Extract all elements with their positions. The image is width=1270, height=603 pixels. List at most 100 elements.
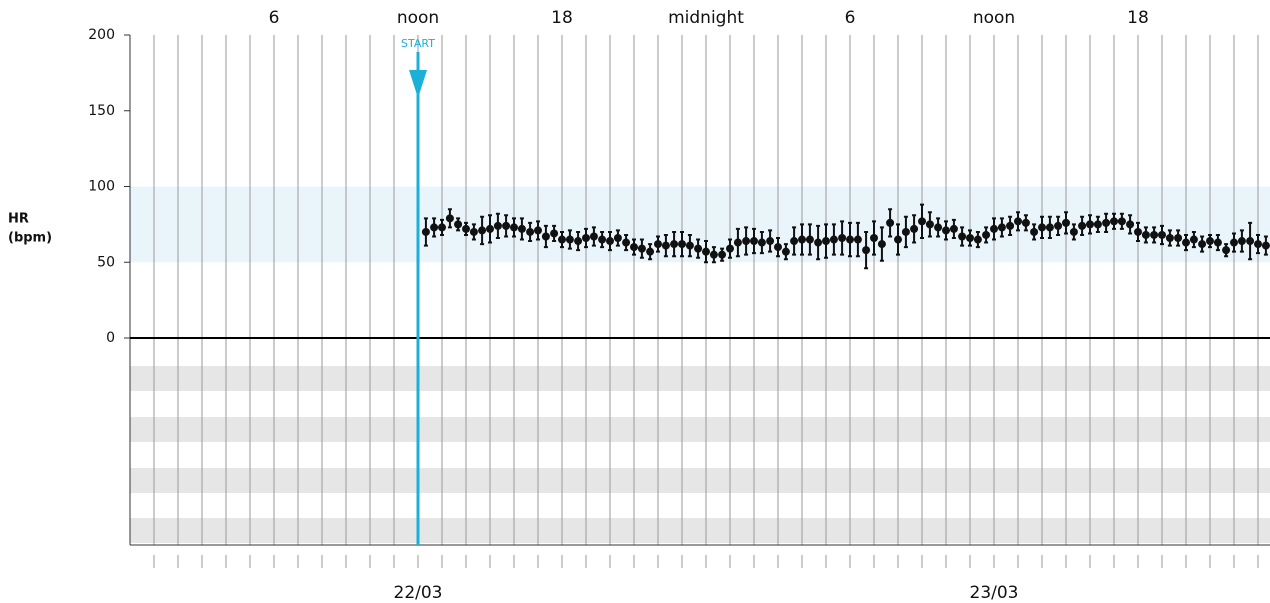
- data-point: [622, 238, 631, 247]
- data-point: [853, 235, 862, 244]
- data-point: [718, 250, 727, 259]
- data-point: [990, 224, 998, 233]
- data-point: [997, 223, 1006, 232]
- data-point: [790, 237, 799, 246]
- data-point: [486, 224, 494, 233]
- x-tick-label: 6: [269, 8, 280, 28]
- data-point: [958, 232, 967, 241]
- data-point: [421, 227, 430, 236]
- data-point: [1174, 234, 1183, 243]
- data-point: [1038, 223, 1046, 232]
- x-tick-label: noon: [973, 8, 1015, 28]
- data-point: [1021, 218, 1030, 227]
- x-tick-label: 18: [1127, 8, 1149, 28]
- data-point: [1246, 237, 1255, 246]
- data-point: [694, 244, 703, 253]
- data-point: [582, 234, 590, 243]
- data-point: [766, 237, 775, 246]
- data-point: [1069, 227, 1078, 236]
- date-label: 23/03: [970, 583, 1019, 603]
- data-point: [973, 235, 982, 244]
- data-point: [534, 226, 542, 235]
- data-point: [526, 227, 535, 236]
- data-point: [1182, 238, 1190, 247]
- data-point: [838, 234, 847, 243]
- data-point: [1261, 241, 1270, 250]
- x-tick-label: noon: [397, 8, 439, 28]
- y-axis-label: HR: [8, 212, 29, 227]
- data-point: [798, 235, 806, 244]
- start-arrow: [409, 70, 427, 98]
- data-point: [1198, 240, 1207, 249]
- data-point: [613, 234, 622, 243]
- data-point: [1134, 227, 1142, 236]
- data-point: [1222, 246, 1231, 255]
- data-point: [454, 220, 463, 229]
- data-point: [541, 232, 550, 241]
- data-point: [862, 246, 871, 255]
- data-point: [894, 235, 902, 244]
- data-point: [757, 238, 766, 247]
- data-point: [469, 227, 478, 236]
- stripe: [130, 518, 1270, 543]
- data-point: [949, 224, 958, 233]
- data-point: [1045, 223, 1054, 232]
- data-point: [589, 232, 598, 241]
- y-axis-label: (bpm): [8, 231, 52, 246]
- stripe: [130, 417, 1270, 442]
- data-point: [565, 235, 574, 244]
- start-label: START: [401, 37, 435, 50]
- stripe: [130, 366, 1270, 391]
- data-point: [606, 237, 614, 246]
- data-point: [1254, 240, 1262, 249]
- data-point: [1141, 230, 1150, 239]
- y-tick-label: 0: [106, 330, 115, 346]
- x-tick-label: 6: [845, 8, 856, 28]
- data-point: [1093, 220, 1102, 229]
- data-point: [1206, 237, 1214, 246]
- data-point: [774, 243, 782, 252]
- data-point: [966, 234, 974, 243]
- data-point: [1117, 217, 1126, 226]
- data-point: [1014, 217, 1022, 226]
- data-point: [733, 238, 742, 247]
- y-tick-label: 50: [97, 254, 115, 270]
- data-point: [750, 237, 758, 246]
- data-point: [654, 240, 662, 249]
- data-point: [574, 237, 583, 246]
- data-point: [1165, 234, 1174, 243]
- data-point: [942, 226, 950, 235]
- data-point: [829, 235, 838, 244]
- data-point: [685, 241, 694, 250]
- data-point: [438, 223, 446, 232]
- data-point: [517, 224, 526, 233]
- data-point: [910, 224, 919, 233]
- data-point: [1237, 237, 1246, 246]
- data-point: [550, 229, 559, 238]
- y-tick-label: 200: [88, 27, 115, 43]
- data-point: [1102, 218, 1111, 227]
- stripe: [130, 468, 1270, 493]
- data-point: [1006, 221, 1015, 230]
- data-point: [886, 218, 895, 227]
- data-point: [661, 241, 670, 250]
- data-point: [445, 214, 454, 223]
- data-point: [901, 227, 910, 236]
- data-point: [805, 235, 814, 244]
- data-point: [877, 240, 886, 249]
- data-point: [846, 235, 854, 244]
- data-point: [982, 230, 991, 239]
- data-point: [462, 224, 470, 233]
- data-point: [1030, 227, 1039, 236]
- data-point: [1189, 235, 1198, 244]
- data-point: [1078, 221, 1087, 230]
- data-point: [781, 247, 790, 256]
- data-point: [1086, 220, 1094, 229]
- data-point: [1158, 230, 1166, 239]
- data-point: [1150, 230, 1159, 239]
- data-point: [1110, 217, 1118, 226]
- data-point: [637, 244, 646, 253]
- data-point: [742, 237, 751, 246]
- date-label: 22/03: [394, 583, 443, 603]
